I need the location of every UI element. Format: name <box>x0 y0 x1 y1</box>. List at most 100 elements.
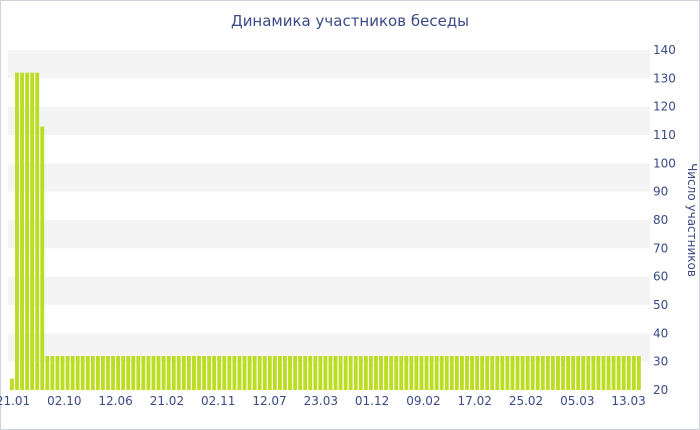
x-tick-label: 13.03 <box>611 394 645 408</box>
y-tick-label: 70 <box>653 241 668 255</box>
bar <box>389 356 394 390</box>
bar <box>252 356 257 390</box>
bar <box>151 356 156 390</box>
x-tick-label: 21.02 <box>150 394 184 408</box>
bar <box>343 356 348 390</box>
bar <box>631 356 636 390</box>
x-tick-label: 12.07 <box>252 394 286 408</box>
bar <box>237 356 242 390</box>
bar <box>540 356 545 390</box>
y-tick-label: 30 <box>653 355 668 369</box>
bar <box>50 356 55 390</box>
bar <box>535 356 540 390</box>
bar <box>384 356 388 390</box>
bar <box>288 356 292 390</box>
x-tick-label: 23.03 <box>304 394 338 408</box>
bar <box>525 356 530 390</box>
y-tick-label: 110 <box>653 128 676 142</box>
bar <box>606 356 611 390</box>
y-tick-label: 20 <box>653 383 668 397</box>
grid-band <box>8 50 650 79</box>
grid-band <box>8 220 650 249</box>
bar <box>530 356 535 390</box>
bar <box>80 356 85 390</box>
bar <box>515 356 520 390</box>
x-tick-label: 17.02 <box>458 394 492 408</box>
bar <box>15 72 19 391</box>
bar <box>75 356 80 390</box>
bar <box>146 356 151 390</box>
bar <box>293 356 297 390</box>
x-tick-label: 02.11 <box>201 394 235 408</box>
bar <box>242 356 247 390</box>
bar <box>227 356 232 390</box>
bar <box>444 356 449 390</box>
bar <box>141 356 146 390</box>
bar <box>217 356 222 390</box>
bar <box>121 356 126 390</box>
bar <box>40 126 45 390</box>
bar <box>561 356 565 390</box>
bar <box>101 356 105 390</box>
bar <box>596 356 601 390</box>
y-tick-label: 120 <box>653 100 676 114</box>
bar <box>181 356 186 390</box>
bar <box>333 356 338 390</box>
bar <box>485 356 490 390</box>
bar <box>106 356 110 390</box>
bar <box>591 356 596 390</box>
bar <box>470 356 474 390</box>
y-tick-label: 50 <box>653 298 668 312</box>
bar <box>136 356 141 390</box>
bar <box>490 356 495 390</box>
plot-bands <box>8 50 650 362</box>
bar <box>232 356 237 390</box>
bar <box>495 356 500 390</box>
bar <box>611 356 616 390</box>
x-tick-label: 01.12 <box>355 394 389 408</box>
bar <box>353 356 358 390</box>
bar <box>394 356 399 390</box>
bar <box>545 356 550 390</box>
bar <box>116 356 121 390</box>
bar <box>65 356 70 390</box>
bar <box>197 356 201 390</box>
bar <box>95 356 100 390</box>
bar <box>10 378 14 390</box>
bar <box>45 356 50 390</box>
bar <box>459 356 464 390</box>
bar <box>566 356 571 390</box>
bar <box>475 356 480 390</box>
x-tick-label: 02.10 <box>47 394 81 408</box>
bar <box>156 356 161 390</box>
bar <box>85 356 90 390</box>
bar <box>419 356 424 390</box>
bar <box>313 356 318 390</box>
y-tick-label: 100 <box>653 156 676 170</box>
bar <box>621 356 626 390</box>
bar <box>126 356 131 390</box>
bar <box>616 356 621 390</box>
bar <box>207 356 212 390</box>
bar <box>272 356 277 390</box>
bar <box>586 356 591 390</box>
x-tick-label: 21.01 <box>0 394 30 408</box>
bar <box>404 356 409 390</box>
bar <box>257 356 262 390</box>
bar <box>449 356 454 390</box>
bar <box>454 356 459 390</box>
y-axis-ticks: 20 30 40 50 60 70 80 90 100 110 120 130 140 <box>653 43 676 397</box>
bar <box>323 356 328 390</box>
bar <box>480 356 485 390</box>
bar <box>283 356 287 390</box>
grid-band <box>8 276 650 305</box>
y-tick-label: 60 <box>653 270 668 284</box>
bar <box>363 356 368 390</box>
bars <box>10 72 641 391</box>
bar <box>556 356 560 390</box>
grid-band <box>8 163 650 192</box>
bar <box>131 356 136 390</box>
bar <box>90 356 95 390</box>
bar <box>626 356 631 390</box>
